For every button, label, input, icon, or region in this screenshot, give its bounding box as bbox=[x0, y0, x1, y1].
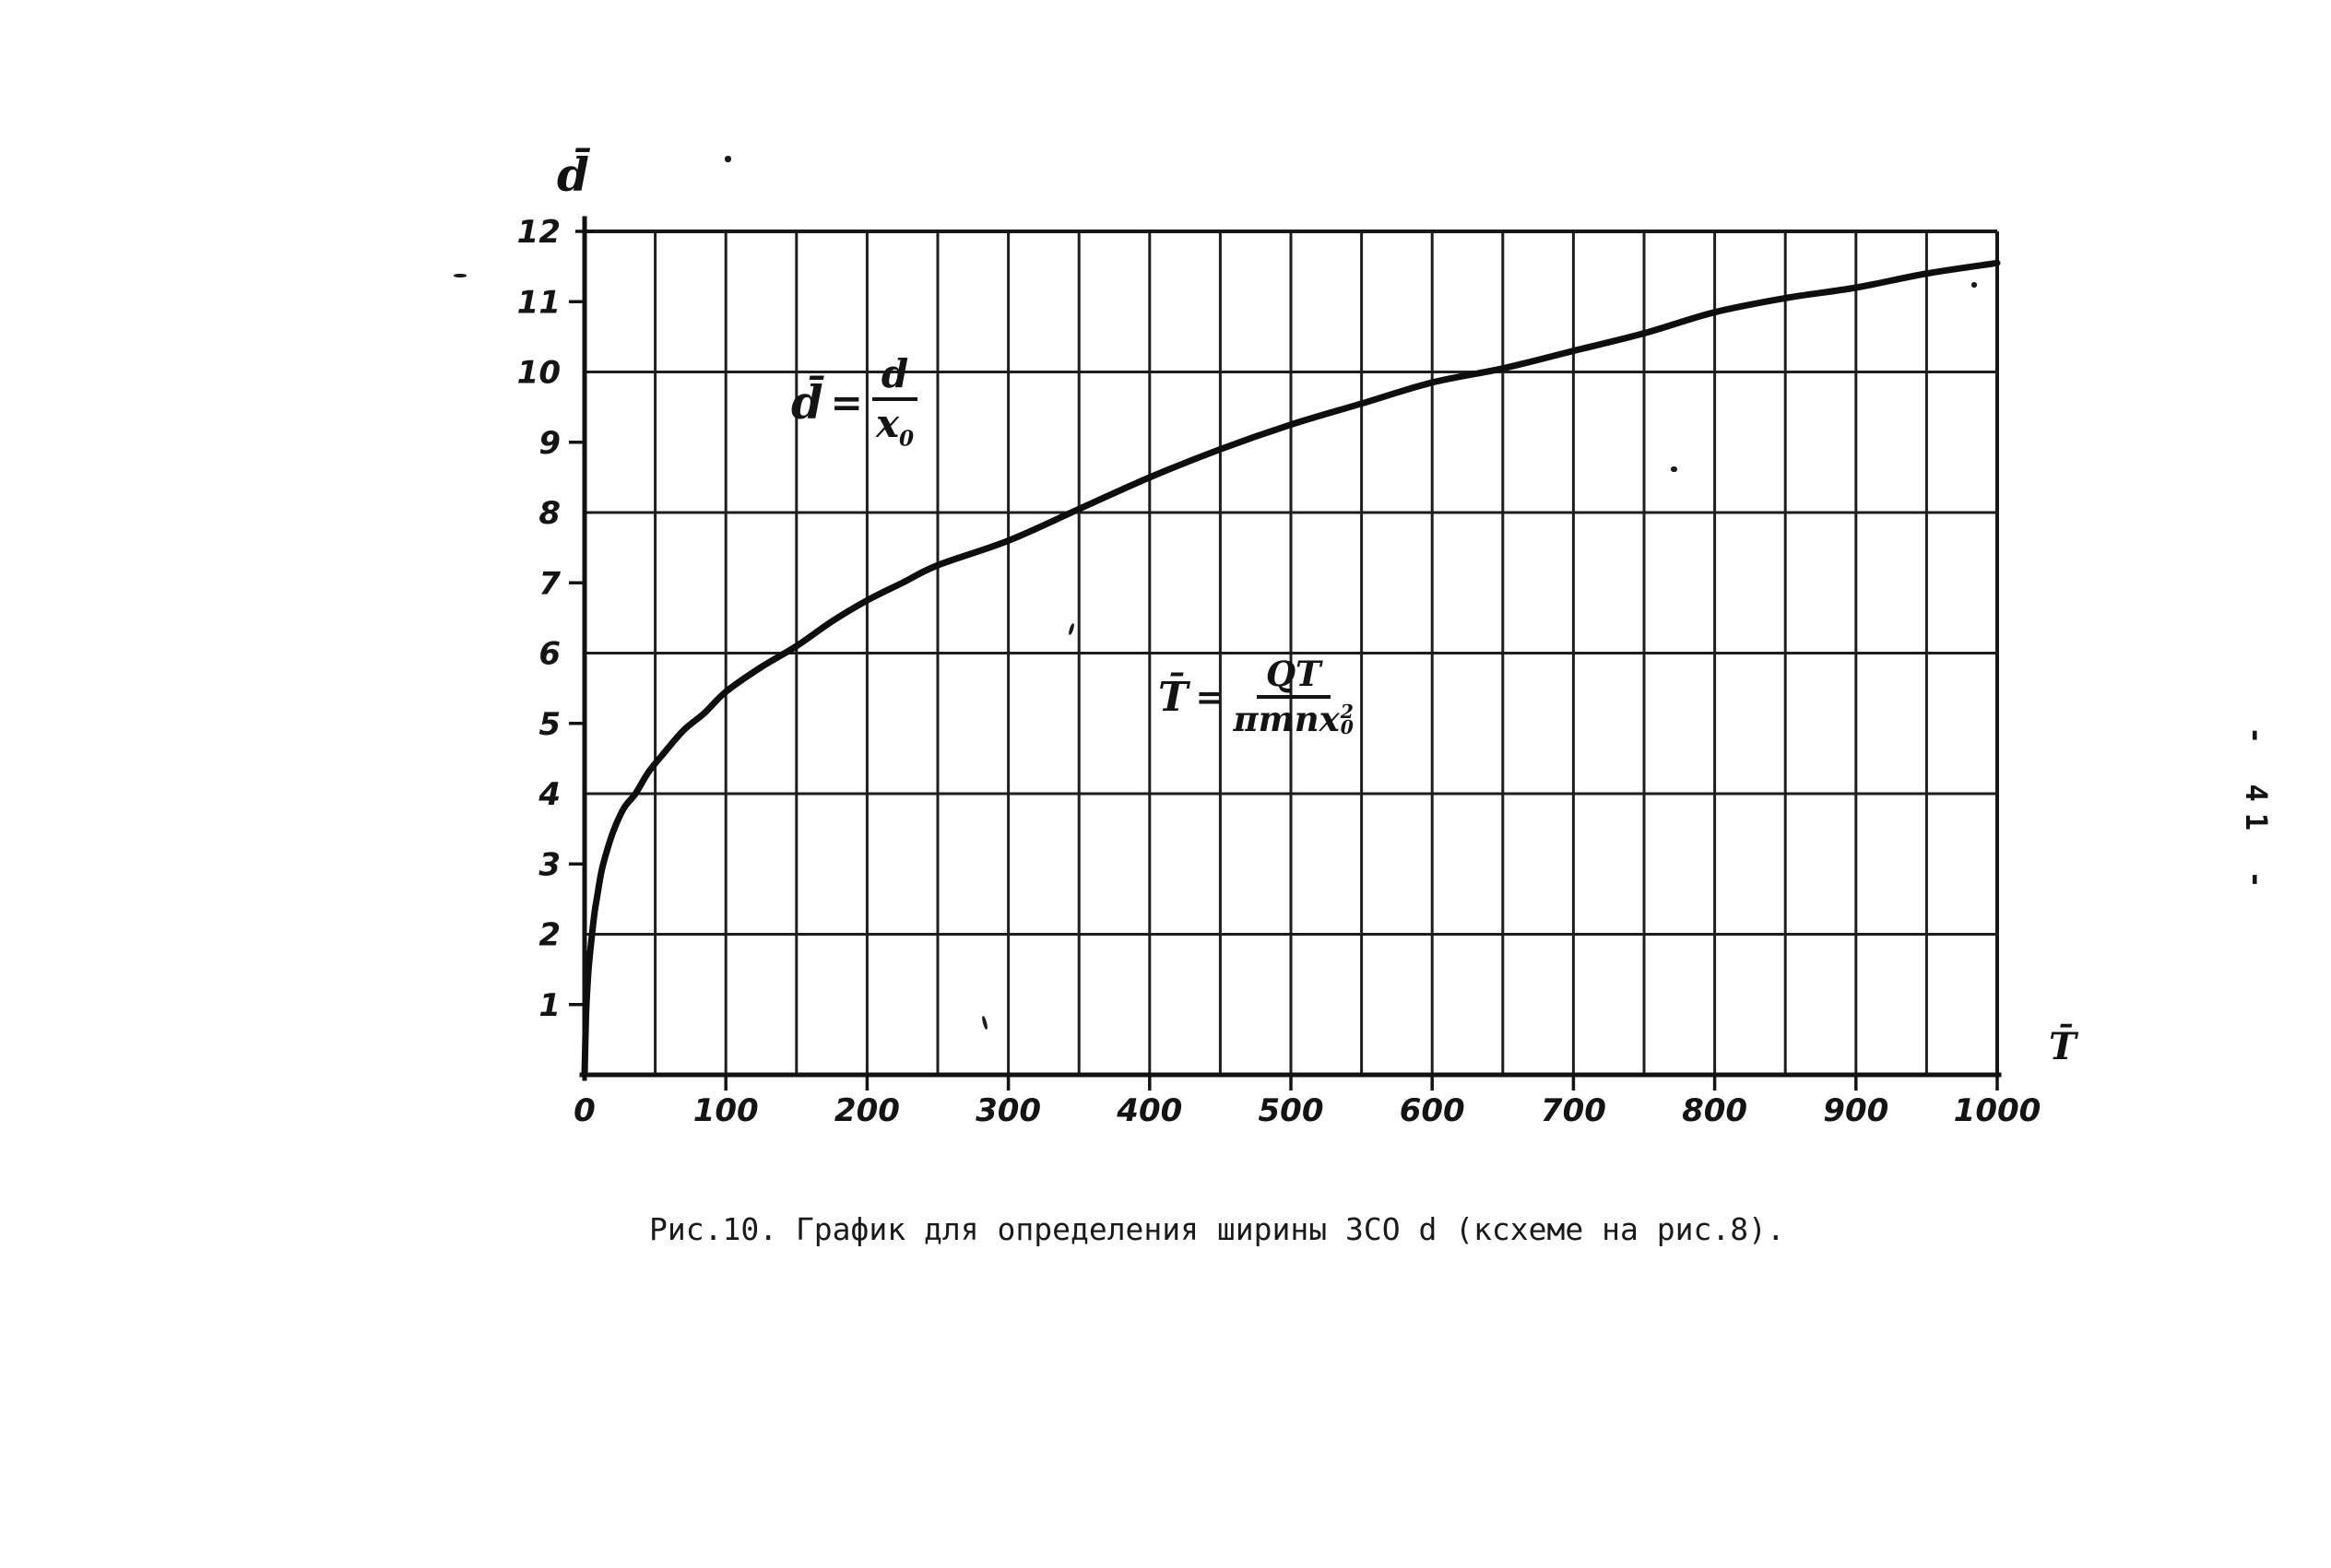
formula-dbar: d̄ = d x0 bbox=[791, 353, 918, 451]
x-tick-label: 800 bbox=[1682, 1092, 1747, 1129]
scan-speck bbox=[1971, 282, 1977, 288]
den-base: πmnx bbox=[1233, 698, 1340, 739]
x-tick-label: 400 bbox=[1116, 1092, 1182, 1129]
x-tick-label: 100 bbox=[693, 1092, 759, 1129]
y-tick-label: 1 bbox=[538, 987, 561, 1024]
y-tick-label: 7 bbox=[538, 565, 561, 602]
formula-tbar: T̄ = QT πmnx 2 0 bbox=[1158, 656, 1354, 738]
scan-speck bbox=[725, 156, 731, 162]
y-tick-label: 11 bbox=[517, 284, 561, 321]
x-tick-label: 200 bbox=[834, 1092, 900, 1129]
scan-speck bbox=[454, 274, 467, 277]
fraction-denominator: πmnx 2 0 bbox=[1234, 699, 1354, 738]
y-tick-label: 3 bbox=[538, 846, 561, 883]
fraction-numerator: QT bbox=[1256, 656, 1331, 699]
equals-sign: = bbox=[830, 379, 863, 425]
y-tick-label: 5 bbox=[538, 706, 561, 743]
x-tick-label: 700 bbox=[1541, 1092, 1606, 1129]
figure-caption: Рис.10. График для определения ширины ЗС… bbox=[649, 1211, 1785, 1247]
y-axis-title: d̄ bbox=[557, 147, 589, 202]
fraction: d x0 bbox=[871, 353, 918, 451]
x-tick-label: 600 bbox=[1400, 1092, 1465, 1129]
x-tick-label: 500 bbox=[1259, 1092, 1324, 1129]
y-tick-label: 6 bbox=[538, 636, 561, 673]
y-tick-label: 2 bbox=[538, 917, 561, 954]
formula-tbar-lhs: T̄ bbox=[1158, 673, 1189, 721]
x-tick-label: 900 bbox=[1823, 1092, 1888, 1129]
scan-speck bbox=[1671, 466, 1677, 472]
x-axis-title: T̄ bbox=[2049, 1025, 2077, 1068]
equals-sign: = bbox=[1195, 677, 1225, 718]
data-curve bbox=[581, 259, 2001, 1079]
fraction: QT πmnx 2 0 bbox=[1234, 656, 1354, 738]
y-tick-label: 4 bbox=[538, 776, 561, 813]
den-subscript: 0 bbox=[1340, 716, 1354, 739]
y-tick-label: 12 bbox=[517, 214, 561, 251]
fraction-denominator: x0 bbox=[876, 401, 914, 451]
page-number: - 41 - bbox=[2239, 726, 2274, 900]
y-tick-label: 8 bbox=[538, 495, 561, 532]
den-subscript: 0 bbox=[899, 426, 915, 452]
den-superscript: 2 bbox=[1340, 701, 1354, 724]
x-tick-label: 300 bbox=[976, 1092, 1041, 1129]
y-tick-label: 9 bbox=[538, 425, 561, 462]
x-tick-label: 0 bbox=[574, 1092, 596, 1129]
x-tick-label: 1000 bbox=[1954, 1092, 2041, 1129]
formula-dbar-lhs: d̄ bbox=[791, 374, 823, 430]
y-tick-label: 10 bbox=[517, 355, 561, 392]
fraction-numerator: d bbox=[871, 353, 918, 402]
den-base: x bbox=[875, 401, 900, 447]
